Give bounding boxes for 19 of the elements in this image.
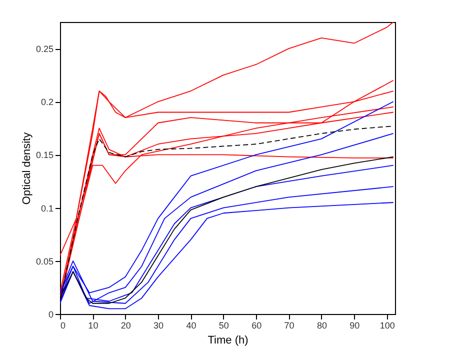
y-axis-title: Optical density [20, 132, 33, 205]
y-tick-label: 0.1 [40, 203, 54, 214]
x-tick-label: 80 [316, 320, 327, 330]
x-tick-label: 0 [60, 320, 66, 330]
x-tick-label: 30 [154, 320, 164, 330]
y-tick-label: 0 [48, 310, 54, 320]
x-tick-label: 100 [380, 320, 395, 330]
x-tick-label: 10 [88, 320, 98, 330]
x-tick-label: 90 [350, 320, 360, 330]
x-tick-label: 70 [284, 320, 294, 330]
y-tick-label: 0.15 [36, 150, 54, 160]
x-tick-label: 60 [252, 320, 262, 330]
y-tick-label: 0.05 [36, 256, 54, 266]
x-tick-label: 20 [120, 320, 131, 330]
x-tick-label: 50 [218, 320, 229, 330]
y-tick-label: 0.25 [36, 44, 54, 54]
x-axis-title: Time (h) [208, 334, 248, 346]
y-tick-label: 0.2 [40, 97, 54, 108]
x-tick-label: 40 [186, 320, 196, 330]
